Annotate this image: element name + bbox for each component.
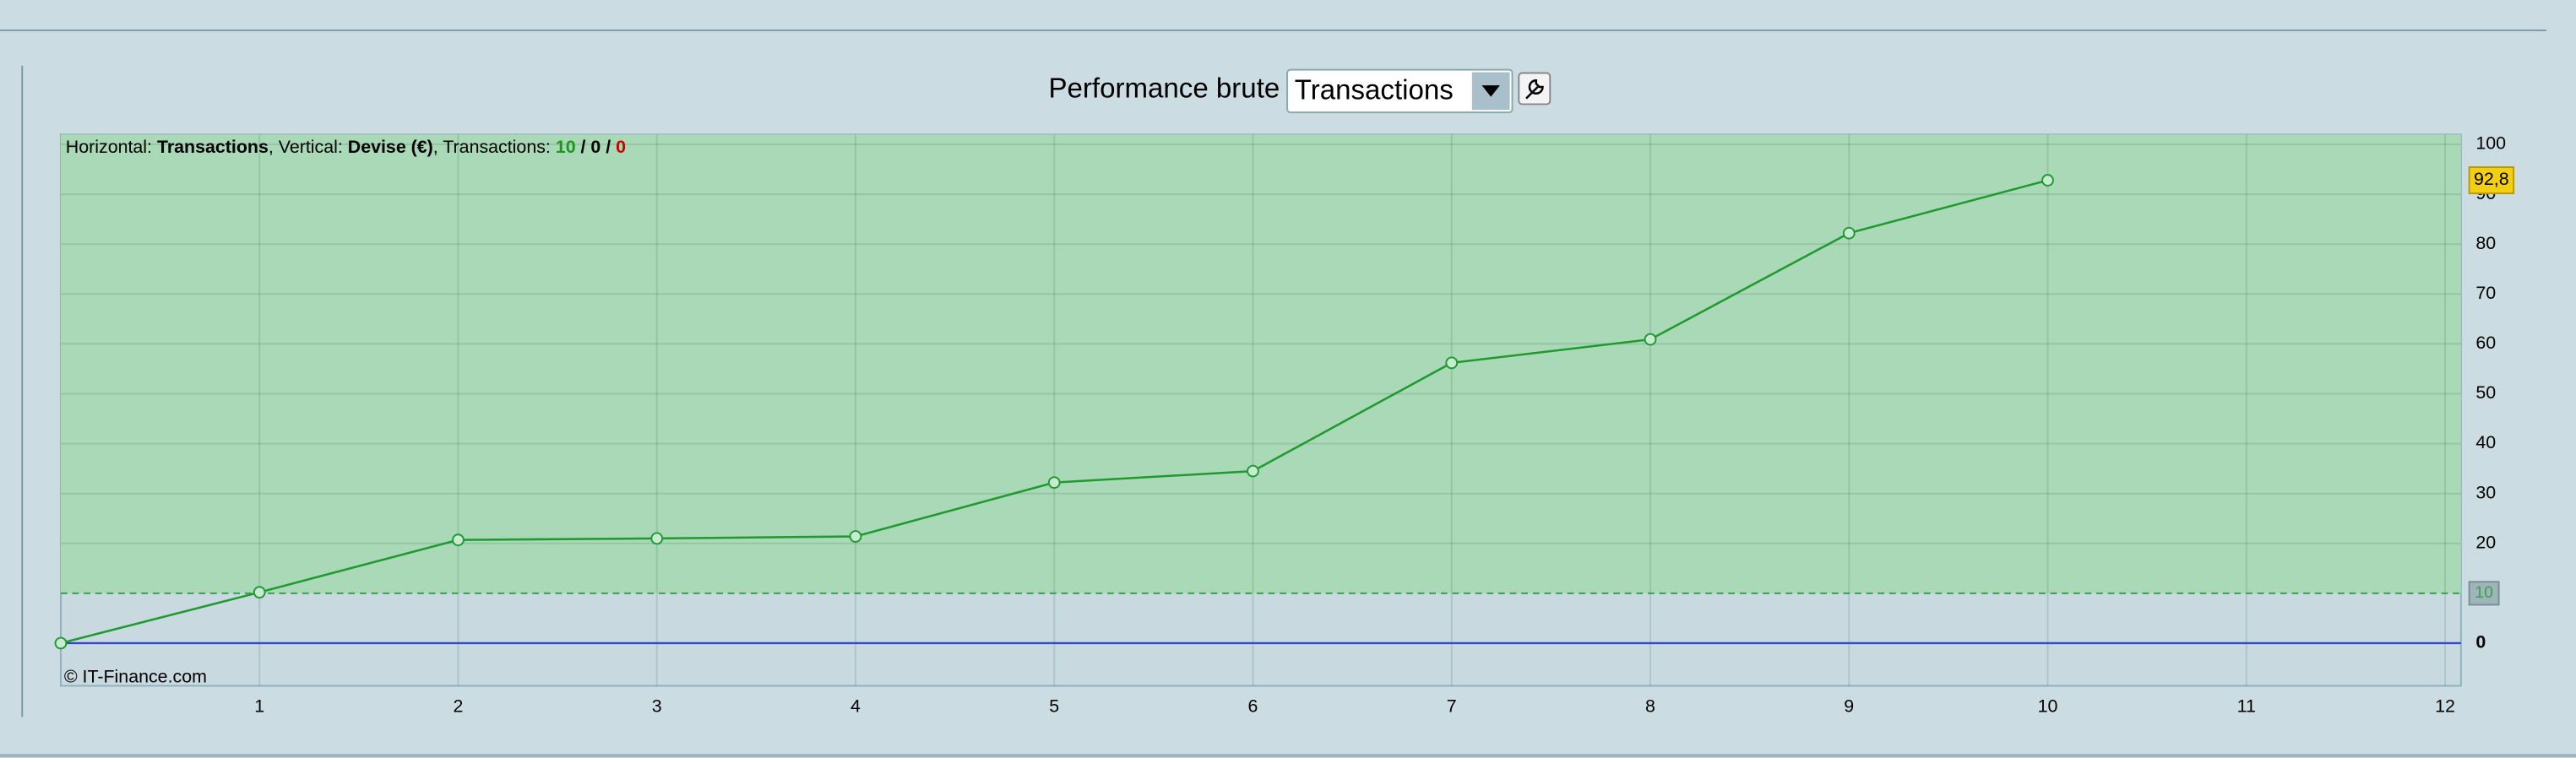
dropdown[interactable]: Transactions [1286,68,1514,114]
threshold-label: 10 [2475,583,2493,602]
x-tick-label: 6 [1248,696,1258,716]
point [1247,464,1259,478]
dropdown-box[interactable] [1286,68,1514,114]
x-tick-label: 10 [2038,696,2058,716]
count-separator: / [576,137,591,157]
settings-box[interactable] [1518,72,1552,106]
subtitle-part: , Transactions: [433,137,556,157]
transaction-count: 0 [590,137,601,157]
point [2041,174,2054,187]
chart-title: Performance brute [1048,73,1280,105]
y-tick-label: 30 [2475,482,2496,502]
above-threshold-area [60,134,2461,593]
x-tick-label: 2 [454,696,464,716]
x-tick-label: 7 [1447,696,1457,716]
x-tick-label: 5 [1049,696,1059,716]
dropdown-value[interactable]: Transactions [1295,75,1454,106]
point [54,636,68,650]
transaction-count: 0 [616,137,626,157]
subtitle-part: , Vertical: [269,137,348,157]
point [650,532,664,545]
threshold-badge [2468,581,2500,606]
point [1644,333,1657,346]
x-tick-label: 9 [1844,696,1854,716]
plot: 123456789101112020304050607080901001092,… [54,133,2515,716]
dropdown-arrow [1481,85,1500,97]
x-tick-label: 4 [851,696,861,716]
transaction-count: 10 [556,137,576,157]
y-tick-label: 70 [2475,283,2496,303]
y-tick-label: 20 [2475,532,2496,552]
subtitle: Horizontal: Transactions, Vertical: Devi… [66,137,626,157]
point [1842,226,1856,240]
x-tick-label: 8 [1645,696,1655,716]
last-value-badge [2468,166,2515,195]
y-tick-label: 80 [2475,233,2496,253]
y-tick-label: 40 [2475,432,2496,452]
subtitle-part: Transactions [157,137,269,157]
wrench-icon [1525,79,1544,100]
copyright: © IT-Finance.com [64,666,207,686]
x-tick-label: 3 [652,696,662,716]
subtitle-part: Devise (€) [348,137,433,157]
point [1445,356,1459,370]
point [253,586,266,599]
point [452,533,465,547]
y-tick-label: 60 [2475,333,2496,353]
point [849,530,862,543]
count-separator: / [601,137,616,157]
y-tick-label: 100 [2475,133,2506,154]
settings-button[interactable] [1518,72,1552,106]
y-tick-label: 50 [2475,382,2496,403]
y-tick-label: 0 [2475,632,2486,652]
last-value-label: 92,8 [2474,169,2509,189]
x-tick-label: 11 [2237,696,2256,716]
subtitle-part: Horizontal: [66,137,157,157]
x-tick-label: 1 [254,696,264,716]
x-tick-label: 12 [2435,696,2455,716]
point [1047,476,1061,490]
